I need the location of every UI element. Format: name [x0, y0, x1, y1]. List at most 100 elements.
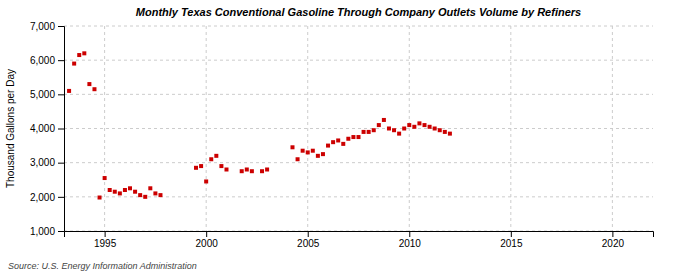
y-tick: 6,000	[30, 55, 64, 66]
title: Monthly Texas Conventional Gasoline Thro…	[136, 6, 581, 18]
point	[346, 137, 350, 141]
point	[199, 164, 203, 168]
point	[113, 190, 117, 194]
points	[67, 51, 452, 199]
x-axis: 199520002005201020152020	[65, 231, 654, 249]
point	[87, 82, 91, 86]
point	[245, 168, 249, 172]
point	[290, 145, 294, 149]
x-tick: 2015	[500, 231, 523, 249]
point	[194, 166, 198, 170]
grid-line-y	[64, 128, 653, 129]
point	[382, 118, 386, 122]
y-tick-mark	[58, 231, 64, 232]
point	[158, 193, 162, 197]
grid-line-x	[307, 26, 308, 231]
y-axis: 1,000 2,000 3,000 4,000 5,000 6,000 7,000	[30, 21, 65, 237]
y-tick-label: 3,000	[30, 157, 55, 168]
x-tick-label: 1995	[94, 238, 117, 249]
x-tick-label: 2010	[399, 238, 422, 249]
x-tick-label: 2015	[500, 238, 523, 249]
grid-line-y	[64, 196, 653, 197]
point	[240, 169, 244, 173]
point	[67, 89, 71, 93]
grid-line-y	[64, 60, 653, 61]
point	[118, 191, 122, 195]
point	[296, 157, 300, 161]
point	[351, 135, 355, 139]
plot-area: 1995200020052010201520201,0002,0003,0004…	[30, 21, 654, 249]
y-tick: 4,000	[30, 123, 64, 134]
grid-line-y	[64, 162, 653, 163]
x-tick-mark	[409, 231, 410, 237]
point	[407, 123, 411, 127]
point	[82, 51, 86, 55]
x-tick-label: 2020	[602, 238, 625, 249]
point	[153, 191, 157, 195]
point	[387, 127, 391, 131]
point	[316, 154, 320, 158]
point	[128, 186, 132, 190]
point	[306, 150, 310, 154]
point	[224, 168, 228, 172]
point	[423, 123, 427, 127]
y-tick-mark	[58, 26, 64, 27]
y-tick-label: 6,000	[30, 55, 55, 66]
y-tick-label: 4,000	[30, 123, 55, 134]
y-tick-label: 7,000	[30, 21, 55, 32]
point	[397, 132, 401, 136]
grid-line-y	[64, 94, 653, 95]
point	[392, 128, 396, 132]
x-tick-mark	[308, 231, 309, 237]
chart: 1995200020052010201520201,0002,0003,0004…	[0, 0, 675, 275]
y-tick-label: 2,000	[30, 192, 55, 203]
y-tick-mark	[58, 129, 64, 130]
x-tick-mark	[105, 231, 106, 237]
y-axis-title: Thousand Gallons per Day	[5, 69, 16, 188]
point	[250, 169, 254, 173]
point	[417, 121, 421, 125]
point	[331, 140, 335, 144]
point	[362, 130, 366, 134]
point	[326, 144, 330, 148]
y-tick-label: 5,000	[30, 89, 55, 100]
point	[209, 157, 213, 161]
grid-line-x	[206, 26, 207, 231]
point	[301, 149, 305, 153]
point	[341, 142, 345, 146]
point	[433, 127, 437, 131]
grid-line-y	[64, 26, 653, 27]
point	[219, 164, 223, 168]
y-tick: 5,000	[30, 89, 64, 100]
source: Source: U.S. Energy Information Administ…	[8, 261, 197, 271]
x-tick-mark	[612, 231, 613, 237]
grid-line-x	[104, 26, 105, 231]
x-tick: 2010	[399, 231, 422, 249]
x-tick: 1995	[94, 231, 117, 249]
y-tick-mark	[58, 197, 64, 198]
y-axis-line	[58, 27, 65, 232]
x-tick: 2005	[297, 231, 320, 249]
grid	[64, 26, 653, 231]
y-tick-mark	[58, 163, 64, 164]
point	[260, 169, 264, 173]
point	[133, 190, 137, 194]
point	[357, 135, 361, 139]
point	[448, 132, 452, 136]
point	[204, 179, 208, 183]
point	[92, 87, 96, 91]
point	[214, 154, 218, 158]
y-tick-label: 1,000	[30, 226, 55, 237]
point	[377, 123, 381, 127]
point	[367, 130, 371, 134]
y-tick-mark	[58, 94, 64, 95]
point	[103, 176, 107, 180]
point	[108, 188, 112, 192]
point	[77, 53, 81, 57]
point	[443, 130, 447, 134]
point	[148, 186, 152, 190]
point	[311, 149, 315, 153]
y-tick: 2,000	[30, 192, 64, 203]
point	[143, 195, 147, 199]
x-tick-mark	[206, 231, 207, 237]
